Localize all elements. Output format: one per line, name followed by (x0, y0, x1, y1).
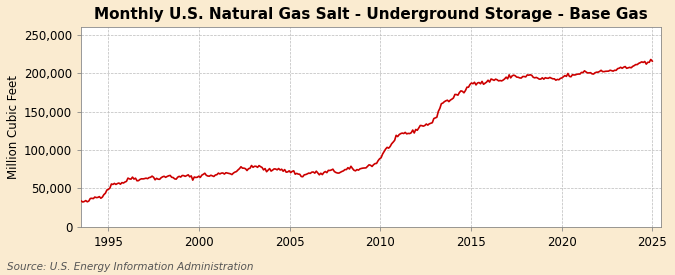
Text: Source: U.S. Energy Information Administration: Source: U.S. Energy Information Administ… (7, 262, 253, 272)
Y-axis label: Million Cubic Feet: Million Cubic Feet (7, 75, 20, 179)
Title: Monthly U.S. Natural Gas Salt - Underground Storage - Base Gas: Monthly U.S. Natural Gas Salt - Undergro… (95, 7, 648, 22)
